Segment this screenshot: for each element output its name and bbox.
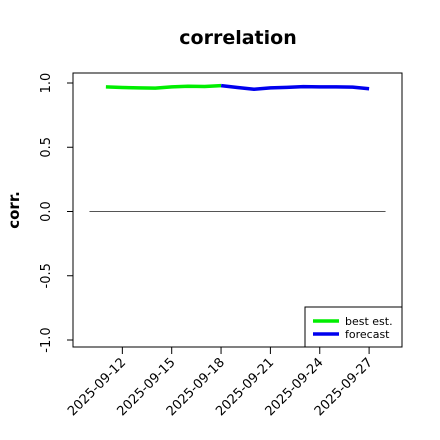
y-axis: -1.0 -0.5 0.0 0.5 1.0 (39, 73, 74, 353)
y-tick-label: -1.0 (39, 327, 54, 352)
x-axis: 2025-09-122025-09-152025-09-182025-09-21… (65, 346, 376, 419)
plot-frame (72, 72, 403, 348)
series-line-best-est (105, 83, 222, 90)
y-tick-label: 1.0 (39, 73, 54, 94)
legend: best est.forecast (304, 306, 403, 348)
legend-label-forecast: forecast (345, 328, 390, 341)
series-lines (89, 83, 386, 212)
legend-label-best-est: best est. (345, 315, 393, 328)
legend-box (304, 306, 403, 348)
y-tick-label: -0.5 (39, 263, 54, 288)
y-tick-label: 0.0 (39, 201, 54, 222)
chart-title: correlation (179, 27, 296, 49)
y-axis-label: corr. (5, 191, 23, 229)
series-line-forecast (220, 83, 370, 91)
y-tick-label: 0.5 (39, 137, 54, 158)
